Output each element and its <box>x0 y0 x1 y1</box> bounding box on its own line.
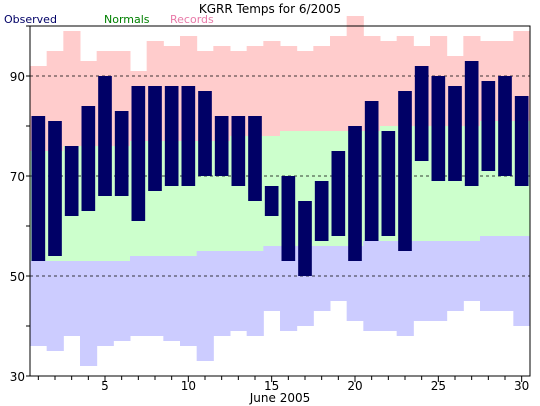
record-low-bar-day-22 <box>380 241 398 331</box>
observed-bar-day-17 <box>298 201 312 276</box>
observed-bar-day-13 <box>231 116 246 186</box>
observed-bar-day-27 <box>464 61 479 186</box>
gridlines <box>30 75 530 277</box>
record-high-bar-day-3 <box>63 31 81 146</box>
observed-bar-day-8 <box>148 86 162 191</box>
record-low-bar-day-21 <box>363 241 381 331</box>
record-low-bar-day-30 <box>513 236 531 326</box>
chart-title: KGRR Temps for 6/2005 <box>199 2 341 16</box>
record-low-bar-day-10 <box>180 256 198 346</box>
record-high-bar-day-14 <box>246 46 264 136</box>
y-tick-label-30: 30 <box>10 370 25 384</box>
observed-bar-day-18 <box>314 181 329 241</box>
record-low-bar-day-7 <box>130 256 148 336</box>
observed-bar-day-3 <box>64 146 79 216</box>
record-low-bar-day-29 <box>496 236 514 311</box>
observed-bar-day-4 <box>81 106 96 211</box>
record-low-bar-day-9 <box>163 256 181 341</box>
legend: Observed Normals Records <box>4 13 214 26</box>
observed-bar-day-5 <box>98 76 112 196</box>
y-tick-label-50: 50 <box>10 270 25 284</box>
y-axis-ticks: 30 50 70 90 <box>10 25 30 384</box>
x-axis-ticks: 5 10 15 20 25 30 <box>37 376 529 393</box>
y-tick-label-90: 90 <box>10 70 25 84</box>
x-tick-label-25: 25 <box>431 379 446 393</box>
record-low-bar-day-27 <box>463 241 481 301</box>
observed-bars <box>31 61 529 276</box>
x-axis-label: June 2005 <box>249 391 311 405</box>
record-low-bar-day-25 <box>430 241 448 321</box>
record-low-bar-day-19 <box>330 246 348 301</box>
record-low-bar-day-3 <box>63 261 81 336</box>
legend-entry-observed: Observed <box>4 13 57 26</box>
record-low-bar-day-4 <box>80 261 98 366</box>
observed-bar-day-30 <box>514 96 529 186</box>
observed-bar-day-19 <box>331 151 346 236</box>
x-tick-label-15: 15 <box>264 379 279 393</box>
record-low-bar-day-13 <box>230 251 248 331</box>
x-tick-label-10: 10 <box>181 379 196 393</box>
record-high-bar-day-17 <box>296 51 314 131</box>
record-low-bar-day-15 <box>263 246 281 311</box>
record-low-band <box>30 236 531 366</box>
record-high-bar-day-18 <box>313 46 331 131</box>
record-low-bar-day-2 <box>46 261 64 351</box>
record-high-bar-day-13 <box>230 51 248 136</box>
record-high-bar-day-20 <box>346 16 364 131</box>
record-low-bar-day-26 <box>446 241 464 311</box>
observed-bar-day-6 <box>114 111 129 196</box>
observed-bar-day-9 <box>164 86 179 186</box>
record-low-bar-day-18 <box>313 246 331 311</box>
observed-bar-day-7 <box>131 86 146 221</box>
observed-bar-day-20 <box>348 126 362 261</box>
record-high-bar-day-16 <box>280 46 298 131</box>
record-low-bar-day-16 <box>280 246 298 331</box>
legend-entry-normals: Normals <box>104 13 150 26</box>
observed-bar-day-14 <box>248 116 262 201</box>
observed-bar-day-10 <box>181 86 196 186</box>
observed-bar-day-24 <box>414 66 429 161</box>
observed-bar-day-1 <box>31 116 46 261</box>
record-high-bar-day-22 <box>380 41 398 126</box>
record-low-bar-day-6 <box>113 261 131 341</box>
record-low-bar-day-5 <box>96 261 114 346</box>
observed-bar-day-29 <box>498 76 512 176</box>
observed-bar-day-25 <box>431 76 446 181</box>
observed-bar-day-26 <box>448 86 462 181</box>
observed-bar-day-16 <box>281 176 296 261</box>
observed-bar-day-11 <box>198 91 212 176</box>
record-high-bar-day-15 <box>263 41 281 136</box>
observed-bar-day-22 <box>381 131 396 236</box>
record-low-bar-day-12 <box>213 251 231 336</box>
record-low-bar-day-11 <box>196 251 214 361</box>
record-low-bar-day-23 <box>396 241 414 336</box>
record-high-bar-day-19 <box>330 36 348 131</box>
x-tick-label-20: 20 <box>347 379 362 393</box>
record-low-bar-day-24 <box>413 241 431 321</box>
x-tick-label-30: 30 <box>514 379 529 393</box>
observed-bar-day-2 <box>48 121 62 256</box>
y-tick-label-70: 70 <box>10 170 25 184</box>
observed-bar-day-15 <box>264 186 279 216</box>
record-low-bar-day-1 <box>30 261 48 346</box>
record-low-bar-day-20 <box>346 246 364 321</box>
observed-bar-day-28 <box>481 81 496 171</box>
observed-bar-day-12 <box>214 116 229 176</box>
record-low-bar-day-14 <box>246 251 264 336</box>
observed-bar-day-21 <box>364 101 379 241</box>
record-low-bar-day-8 <box>146 256 164 336</box>
x-tick-label-5: 5 <box>101 379 109 393</box>
legend-entry-records: Records <box>170 13 214 26</box>
observed-bar-day-23 <box>398 91 412 251</box>
plot-frame <box>29 25 531 377</box>
record-low-bar-day-28 <box>480 236 498 311</box>
